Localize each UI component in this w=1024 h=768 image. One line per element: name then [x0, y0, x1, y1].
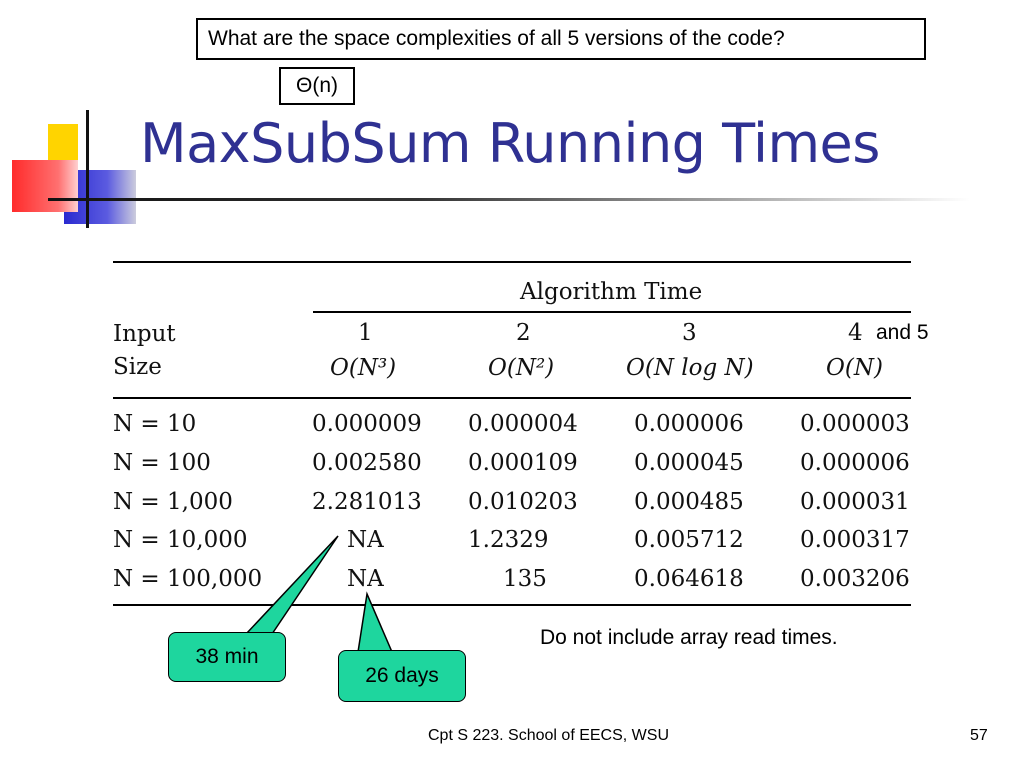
col-complexity-3: O(N log N)	[626, 355, 754, 381]
page-number: 57	[970, 727, 988, 744]
callout-26-days: 26 days	[338, 650, 466, 702]
slide-title: MaxSubSum Running Times	[140, 112, 880, 175]
col-number-3: 3	[682, 320, 697, 346]
callout-pointer-26days	[357, 591, 394, 653]
deco-vertical-line	[86, 110, 89, 228]
table-row-label: N = 100,000	[113, 566, 263, 592]
col-number-2: 2	[516, 320, 531, 346]
callout-38-min: 38 min	[168, 632, 286, 682]
table-row-label: N = 10	[113, 411, 197, 437]
table-cell: 0.064618	[634, 566, 744, 592]
table-cell: 0.000485	[634, 489, 744, 515]
table-cell: 0.005712	[634, 527, 744, 553]
table-cell: 0.000109	[468, 450, 578, 476]
note-text: Do not include array read times.	[540, 626, 838, 649]
table-group-rule	[313, 311, 911, 313]
col-complexity-1: O(N³)	[330, 355, 397, 381]
title-underline	[50, 198, 970, 201]
table-header-rule	[113, 397, 911, 399]
table-cell: 0.000031	[800, 489, 910, 515]
col-complexity-4: O(N)	[826, 355, 883, 381]
deco-red-square	[12, 160, 78, 212]
table-cell: 0.000009	[312, 411, 422, 437]
table-top-rule	[113, 261, 911, 263]
table-cell: 0.000317	[800, 527, 910, 553]
and-5-label: and 5	[876, 321, 929, 344]
answer-box: Θ(n)	[279, 67, 355, 105]
table-bottom-rule	[113, 604, 911, 606]
table-cell: 0.000004	[468, 411, 578, 437]
table-row-label: N = 100	[113, 450, 211, 476]
col-complexity-2: O(N²)	[488, 355, 555, 381]
col-number-4: 4	[848, 320, 863, 346]
table-cell: 0.000006	[800, 450, 910, 476]
table-cell: 0.002580	[312, 450, 422, 476]
footer-course: Cpt S 223. School of EECS, WSU	[428, 727, 669, 744]
table-cell: 0.000003	[800, 411, 910, 437]
table-cell: 0.010203	[468, 489, 578, 515]
group-header: Algorithm Time	[520, 279, 703, 305]
size-label: Size	[113, 354, 162, 380]
table-cell: 135	[503, 566, 547, 592]
table-row-label: N = 1,000	[113, 489, 233, 515]
table-cell: 1.2329	[468, 527, 549, 553]
table-cell: 0.000006	[634, 411, 744, 437]
table-cell: 0.000045	[634, 450, 744, 476]
input-label: Input	[113, 321, 176, 347]
table-cell: NA	[347, 566, 384, 592]
question-box: What are the space complexities of all 5…	[196, 18, 926, 60]
table-cell: 2.281013	[312, 489, 422, 515]
col-number-1: 1	[358, 320, 373, 346]
table-cell: 0.003206	[800, 566, 910, 592]
table-cell: NA	[347, 527, 384, 553]
callout-pointer-38min	[244, 535, 339, 635]
table-row-label: N = 10,000	[113, 527, 248, 553]
